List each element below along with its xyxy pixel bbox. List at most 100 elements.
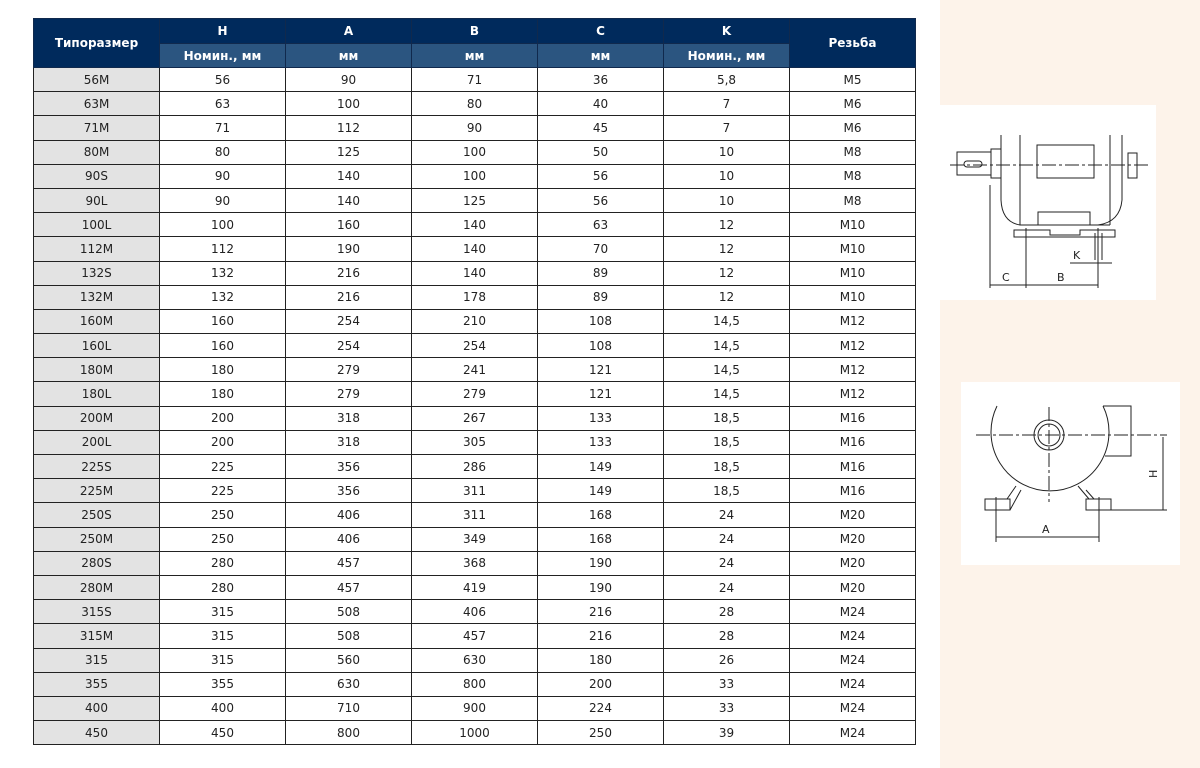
table-row: 160M 160 254 210 108 14,5 M12 [33,308,916,335]
subheader-c: мм [537,43,664,68]
header-k: K [663,18,790,44]
header-b: B [411,18,538,44]
cell-b: 140 [411,212,538,238]
label-a: A [1042,523,1050,536]
cell-b: 349 [411,526,538,552]
cell-b: 100 [411,163,538,189]
cell-a: 190 [285,236,412,262]
subheader-a: мм [285,43,412,68]
cell-size: 250M [33,526,160,552]
cell-size: 180L [33,381,160,407]
table-row: 315M 315 508 457 216 28 M24 [33,623,916,649]
cell-k: 14,5 [663,357,790,383]
cell-size: 90S [33,163,160,189]
cell-b: 457 [411,623,538,649]
cell-thread: M5 [789,66,916,93]
cell-size: 225M [33,478,160,504]
cell-thread: M24 [789,695,916,722]
cell-c: 133 [537,429,664,456]
cell-thread: M12 [789,308,916,335]
cell-size: 200L [33,429,160,456]
cell-c: 63 [537,212,664,238]
cell-thread: M16 [789,453,916,480]
cell-thread: M24 [789,671,916,697]
cell-b: 210 [411,308,538,335]
table-row: 450 450 800 1000 250 39 M24 [33,720,916,746]
cell-thread: M12 [789,333,916,359]
cell-h: 132 [159,260,286,286]
cell-c: 108 [537,308,664,335]
cell-h: 355 [159,671,286,697]
header-h: H [159,18,286,44]
cell-a: 406 [285,526,412,552]
cell-thread: M20 [789,526,916,552]
table-row: 225M 225 356 311 149 18,5 M16 [33,478,916,504]
cell-a: 508 [285,599,412,625]
cell-h: 225 [159,478,286,504]
table-row: 71M 71 112 90 45 7 M6 [33,115,916,141]
cell-h: 180 [159,381,286,407]
cell-c: 89 [537,260,664,286]
cell-size: 315 [33,647,160,673]
shaft [956,151,992,176]
cell-k: 18,5 [663,453,790,480]
cell-thread: M8 [789,163,916,189]
cell-a: 216 [285,284,412,310]
cell-k: 12 [663,212,790,238]
cell-k: 7 [663,91,790,117]
label-c: C [1002,271,1010,284]
cell-c: 216 [537,623,664,649]
table-row: 180M 180 279 241 121 14,5 M12 [33,357,916,383]
table-row: 100L 100 160 140 63 12 M10 [33,212,916,238]
cell-h: 315 [159,599,286,625]
cell-size: 225S [33,453,160,480]
cell-a: 160 [285,212,412,238]
header-size: Типоразмер [33,18,160,68]
cell-a: 279 [285,357,412,383]
cell-k: 12 [663,284,790,310]
cell-h: 315 [159,623,286,649]
cell-b: 305 [411,429,538,456]
cell-b: 254 [411,333,538,359]
cell-k: 33 [663,695,790,722]
cell-thread: M10 [789,284,916,310]
subheader-h: Номин., мм [159,43,286,68]
cell-size: 132M [33,284,160,310]
cell-h: 100 [159,212,286,238]
cell-b: 1000 [411,720,538,746]
subheader-b: мм [411,43,538,68]
table-row: 280M 280 457 419 190 24 M20 [33,574,916,601]
label-b: B [1057,271,1065,284]
table-row: 132S 132 216 140 89 12 M10 [33,260,916,286]
cell-h: 250 [159,502,286,528]
header-a: A [285,18,412,44]
cell-k: 12 [663,236,790,262]
cell-thread: M24 [789,623,916,649]
cell-k: 14,5 [663,381,790,407]
table-row: 160L 160 254 254 108 14,5 M12 [33,333,916,359]
label-h: H [1147,470,1160,478]
cell-size: 355 [33,671,160,697]
subheader-k: Номин., мм [663,43,790,68]
cell-c: 250 [537,720,664,746]
cell-h: 180 [159,357,286,383]
cell-c: 190 [537,550,664,576]
cell-k: 18,5 [663,478,790,504]
cell-k: 28 [663,599,790,625]
cell-b: 140 [411,260,538,286]
table-row: 63M 63 100 80 40 7 M6 [33,91,916,117]
table-row: 280S 280 457 368 190 24 M20 [33,550,916,576]
cell-c: 224 [537,695,664,722]
cell-k: 5,8 [663,66,790,93]
cell-c: 200 [537,671,664,697]
cell-h: 90 [159,187,286,214]
cell-k: 10 [663,187,790,214]
cell-h: 160 [159,333,286,359]
cell-h: 450 [159,720,286,746]
cell-a: 508 [285,623,412,649]
cell-a: 630 [285,671,412,697]
cell-a: 356 [285,478,412,504]
cell-c: 180 [537,647,664,673]
cell-a: 254 [285,308,412,335]
cell-b: 900 [411,695,538,722]
